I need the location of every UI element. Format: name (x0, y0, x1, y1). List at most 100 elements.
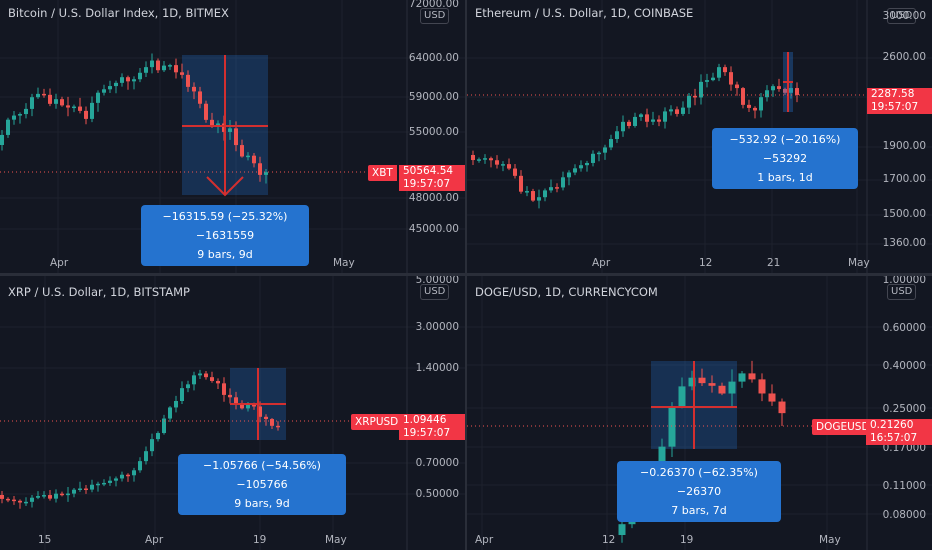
candle-body (84, 110, 88, 119)
candle-body (180, 72, 184, 75)
candle-body (573, 168, 577, 173)
candle-body (60, 493, 64, 496)
currency-badge[interactable]: USD (887, 8, 917, 24)
candle-body (54, 99, 58, 104)
time-tick: 12 (602, 534, 616, 546)
symbol-tag: XBT (368, 165, 397, 181)
price-tick: 55000.00 (408, 126, 459, 138)
chart-pane-xrp[interactable]: XRP / U.S. Dollar, 1D, BITSTAMP USD 5.00… (0, 276, 465, 550)
candle-body (495, 160, 499, 165)
candle-body (174, 65, 178, 73)
measure-result-box: −16315.59 (−25.32%) −1631559 9 bars, 9d (141, 205, 309, 266)
candle-body (591, 153, 595, 163)
candle-body (618, 524, 626, 536)
pane-divider-horizontal[interactable] (0, 273, 932, 276)
candle-body (114, 478, 118, 481)
candle-body (678, 386, 686, 407)
price-tick: 1.40000 (415, 362, 459, 374)
candle-body (567, 172, 571, 178)
candle-body (525, 191, 529, 193)
candle-body (240, 404, 244, 409)
candle-body (795, 88, 799, 95)
candle-body (228, 128, 232, 132)
candle-body (36, 93, 40, 98)
measure-bars: 7 bars, 7d (671, 504, 727, 517)
chart-pane-bitcoin[interactable]: Bitcoin / U.S. Dollar Index, 1D, BITMEX … (0, 0, 465, 273)
candle-body (705, 80, 709, 82)
candle-body (198, 373, 202, 376)
candle-body (114, 82, 118, 87)
candle-body (747, 104, 751, 108)
price-tick: 45000.00 (408, 223, 459, 235)
candle-body (78, 488, 82, 491)
candle-body (18, 500, 22, 503)
time-tick: 19 (253, 534, 267, 546)
time-tick: May (325, 534, 347, 546)
time-tick: 19 (680, 534, 694, 546)
candle-body (711, 77, 715, 81)
price-tick: 0.60000 (882, 322, 926, 334)
price-tick: 64000.00 (408, 52, 459, 64)
candle-body (132, 470, 136, 476)
candle-body (108, 480, 112, 483)
time-tick: 12 (699, 257, 713, 269)
candle-body (108, 86, 112, 90)
chart-pane-doge[interactable]: DOGE/USD, 1D, CURRENCYCOM USD 1.00000 0.… (467, 276, 932, 550)
ethereum-chart-canvas[interactable] (467, 0, 932, 273)
xrp-chart-canvas[interactable] (0, 276, 465, 550)
currency-badge[interactable]: USD (420, 284, 450, 300)
candle-body (246, 155, 250, 158)
price-tick: 1360.00 (882, 237, 926, 249)
candle-body (30, 97, 34, 109)
candle-body (168, 407, 172, 419)
candle-body (483, 158, 487, 160)
candle-body (668, 406, 676, 447)
candle-body (102, 89, 106, 93)
measure-bars: 1 bars, 1d (757, 171, 813, 184)
candle-body (102, 482, 106, 485)
candle-body (246, 404, 250, 409)
candle-body (96, 483, 100, 486)
currency-badge[interactable]: USD (887, 284, 917, 300)
last-price-value: 0.21260 (870, 419, 914, 431)
candle-body (48, 495, 52, 499)
candle-body (42, 93, 46, 96)
chart-title: DOGE/USD, 1D, CURRENCYCOM (475, 285, 658, 299)
candle-body (783, 88, 787, 93)
price-tick: 0.40000 (882, 360, 926, 372)
candle-body (699, 81, 703, 98)
countdown: 19:57:07 (403, 178, 451, 190)
candle-body (138, 72, 142, 80)
candle-body (24, 501, 28, 504)
candle-body (753, 107, 757, 111)
chart-title: Bitcoin / U.S. Dollar Index, 1D, BITMEX (8, 6, 229, 20)
candle-body (72, 106, 76, 109)
candle-body (240, 145, 244, 157)
candle-body (543, 190, 547, 198)
chart-pane-ethereum[interactable]: Ethereum / U.S. Dollar, 1D, COINBASE USD… (467, 0, 932, 273)
symbol-tag: DOGEUSD (812, 419, 874, 435)
last-price-label: 1.09446 19:57:07 (399, 414, 465, 440)
candle-body (615, 131, 619, 140)
candle-body (156, 60, 160, 71)
candle-body (738, 373, 746, 382)
candle-body (234, 397, 238, 405)
candle-body (126, 77, 130, 82)
candle-body (204, 373, 208, 378)
bitcoin-chart-canvas[interactable] (0, 0, 465, 273)
candle-body (144, 67, 148, 73)
candle-body (633, 116, 637, 126)
candle-body (621, 121, 625, 132)
candle-body (276, 425, 280, 428)
candle-body (12, 499, 16, 502)
candle-body (728, 381, 736, 394)
candle-body (513, 168, 517, 176)
candle-body (186, 384, 190, 389)
currency-badge[interactable]: USD (420, 8, 450, 24)
last-price-value: 50564.54 (403, 165, 454, 177)
candle-body (144, 451, 148, 462)
candle-body (531, 191, 535, 201)
time-tick: May (333, 257, 355, 269)
candle-body (651, 119, 655, 122)
candle-body (162, 418, 166, 434)
